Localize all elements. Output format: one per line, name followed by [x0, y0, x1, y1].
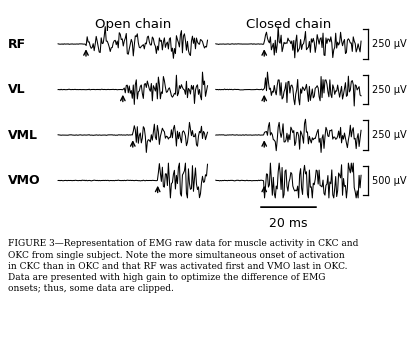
Text: Open chain: Open chain [95, 18, 171, 31]
Text: Closed chain: Closed chain [246, 18, 331, 31]
Text: VML: VML [8, 128, 38, 142]
Text: FIGURE 3—Representation of EMG raw data for muscle activity in CKC and
OKC from : FIGURE 3—Representation of EMG raw data … [8, 239, 359, 293]
Text: VL: VL [8, 83, 26, 96]
Text: RF: RF [8, 37, 27, 51]
Text: 250 μV: 250 μV [372, 39, 407, 49]
Text: VMO: VMO [8, 174, 41, 187]
Text: 250 μV: 250 μV [372, 85, 407, 94]
Text: 20 ms: 20 ms [269, 217, 308, 230]
Text: 250 μV: 250 μV [372, 130, 407, 140]
Text: 500 μV: 500 μV [372, 176, 407, 186]
